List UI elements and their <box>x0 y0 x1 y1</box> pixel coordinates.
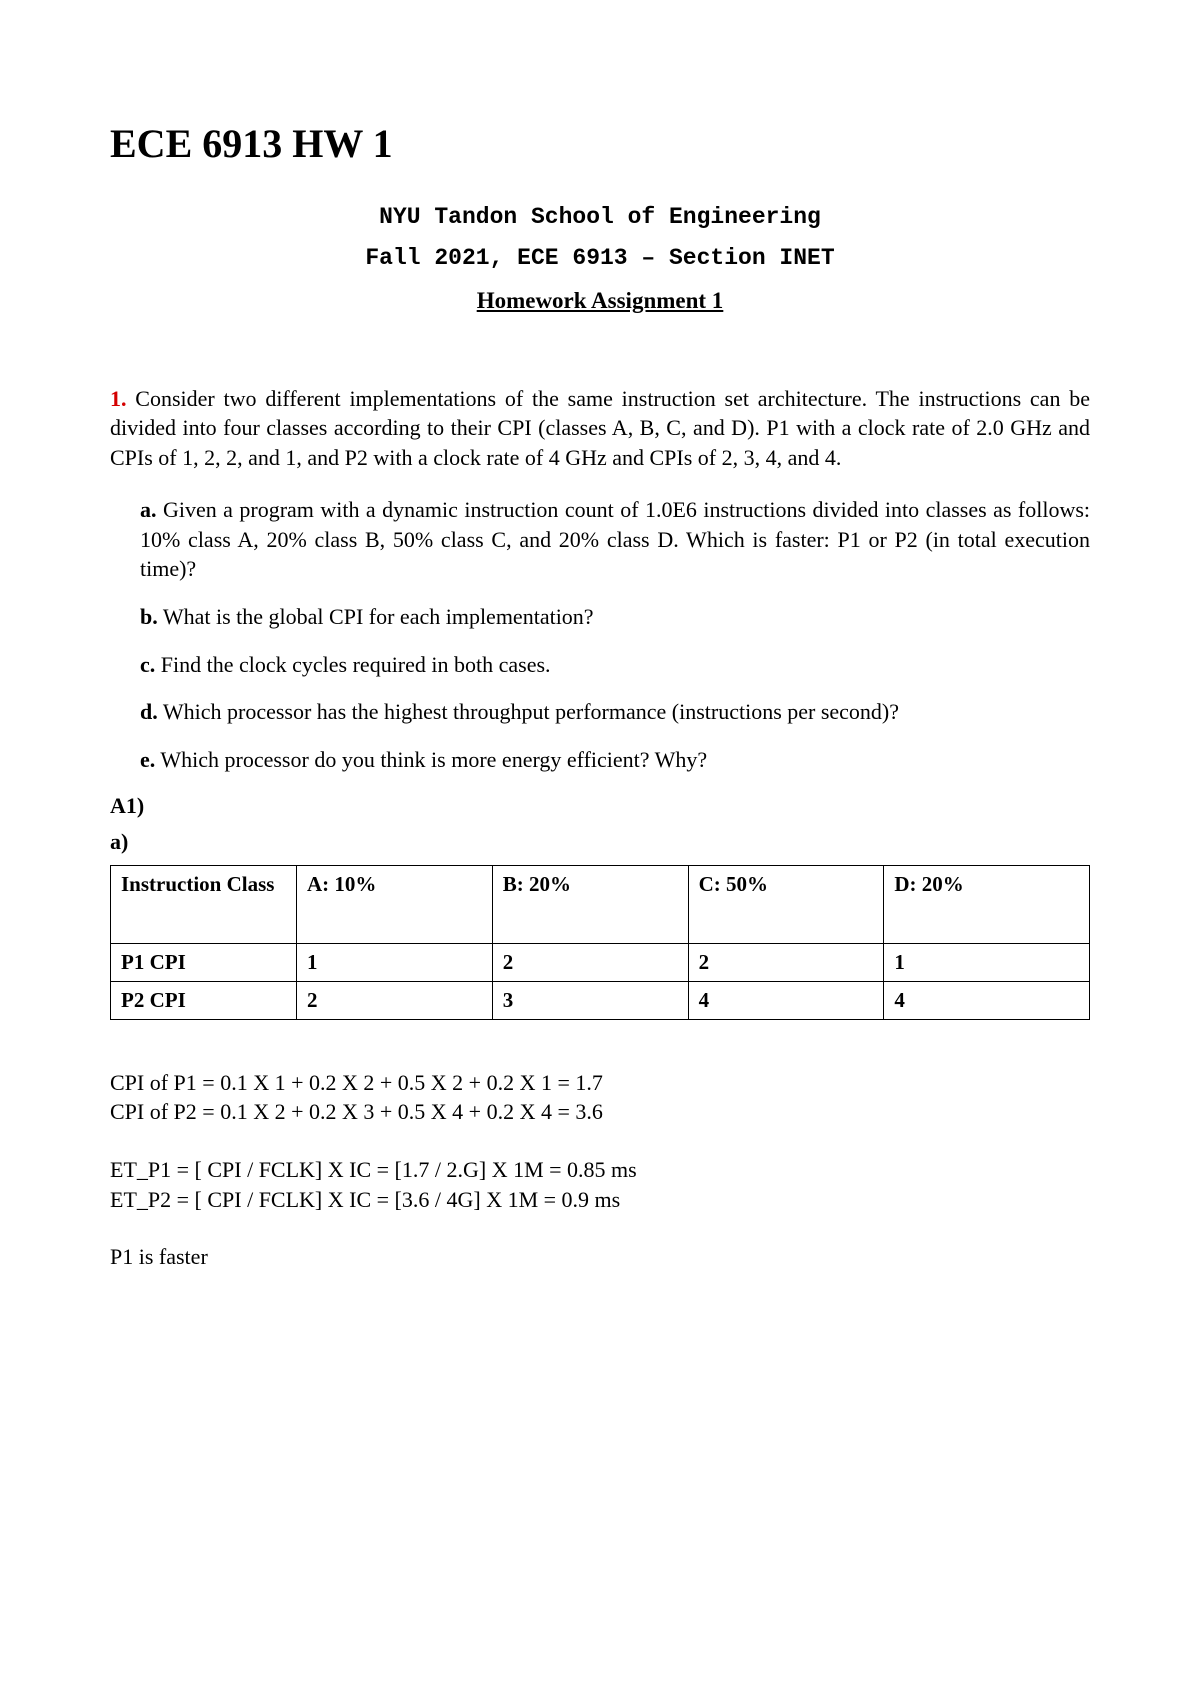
cell: 4 <box>688 981 884 1019</box>
sub-c: c. Find the clock cycles required in bot… <box>140 650 1090 680</box>
sub-e-text: Which processor do you think is more ene… <box>160 747 707 772</box>
sub-a-label: a. <box>140 497 157 522</box>
sub-b: b. What is the global CPI for each imple… <box>140 602 1090 632</box>
cpi-p2-line: CPI of P2 = 0.1 X 2 + 0.2 X 3 + 0.5 X 4 … <box>110 1097 1090 1127</box>
header-block: NYU Tandon School of Engineering Fall 20… <box>110 197 1090 314</box>
cpi-table: Instruction Class A: 10% B: 20% C: 50% D… <box>110 865 1090 1020</box>
conclusion: P1 is faster <box>110 1242 1090 1272</box>
et-p2-line: ET_P2 = [ CPI / FCLK] X IC = [3.6 / 4G] … <box>110 1185 1090 1215</box>
sub-a: a. Given a program with a dynamic instru… <box>140 495 1090 584</box>
sub-d-label: d. <box>140 699 158 724</box>
row-p1-label: P1 CPI <box>111 943 297 981</box>
table-row: P2 CPI 2 3 4 4 <box>111 981 1090 1019</box>
cell: 2 <box>297 981 493 1019</box>
et-calc-block: ET_P1 = [ CPI / FCLK] X IC = [1.7 / 2.G]… <box>110 1155 1090 1214</box>
assignment-title: Homework Assignment 1 <box>110 288 1090 314</box>
cell: 1 <box>884 943 1090 981</box>
sub-questions: a. Given a program with a dynamic instru… <box>110 495 1090 775</box>
answer-label: A1) <box>110 793 1090 819</box>
cell: 4 <box>884 981 1090 1019</box>
sub-e: e. Which processor do you think is more … <box>140 745 1090 775</box>
sub-d-text: Which processor has the highest throughp… <box>163 699 899 724</box>
cpi-p1-line: CPI of P1 = 0.1 X 1 + 0.2 X 2 + 0.5 X 2 … <box>110 1068 1090 1098</box>
cell: 3 <box>492 981 688 1019</box>
sub-c-text: Find the clock cycles required in both c… <box>161 652 551 677</box>
et-p1-line: ET_P1 = [ CPI / FCLK] X IC = [1.7 / 2.G]… <box>110 1155 1090 1185</box>
sub-a-text: Given a program with a dynamic instructi… <box>140 497 1090 581</box>
col-d: D: 20% <box>884 865 1090 943</box>
col-a: A: 10% <box>297 865 493 943</box>
cpi-calc-block: CPI of P1 = 0.1 X 1 + 0.2 X 2 + 0.5 X 2 … <box>110 1068 1090 1127</box>
doc-title: ECE 6913 HW 1 <box>110 120 1090 167</box>
col-c: C: 50% <box>688 865 884 943</box>
table-header-row: Instruction Class A: 10% B: 20% C: 50% D… <box>111 865 1090 943</box>
table-row: P1 CPI 1 2 2 1 <box>111 943 1090 981</box>
school-line: NYU Tandon School of Engineering <box>110 197 1090 238</box>
row-p2-label: P2 CPI <box>111 981 297 1019</box>
question-text: Consider two different implementations o… <box>110 386 1090 470</box>
sub-c-label: c. <box>140 652 155 677</box>
sub-e-label: e. <box>140 747 155 772</box>
question-1: 1. Consider two different implementation… <box>110 384 1090 473</box>
course-line: Fall 2021, ECE 6913 – Section INET <box>110 238 1090 279</box>
col-b: B: 20% <box>492 865 688 943</box>
answer-part-a-label: a) <box>110 829 1090 855</box>
cell: 1 <box>297 943 493 981</box>
sub-d: d. Which processor has the highest throu… <box>140 697 1090 727</box>
sub-b-text: What is the global CPI for each implemen… <box>163 604 594 629</box>
cell: 2 <box>688 943 884 981</box>
cell: 2 <box>492 943 688 981</box>
sub-b-label: b. <box>140 604 158 629</box>
col-instruction-class: Instruction Class <box>111 865 297 943</box>
question-number: 1. <box>110 386 127 411</box>
